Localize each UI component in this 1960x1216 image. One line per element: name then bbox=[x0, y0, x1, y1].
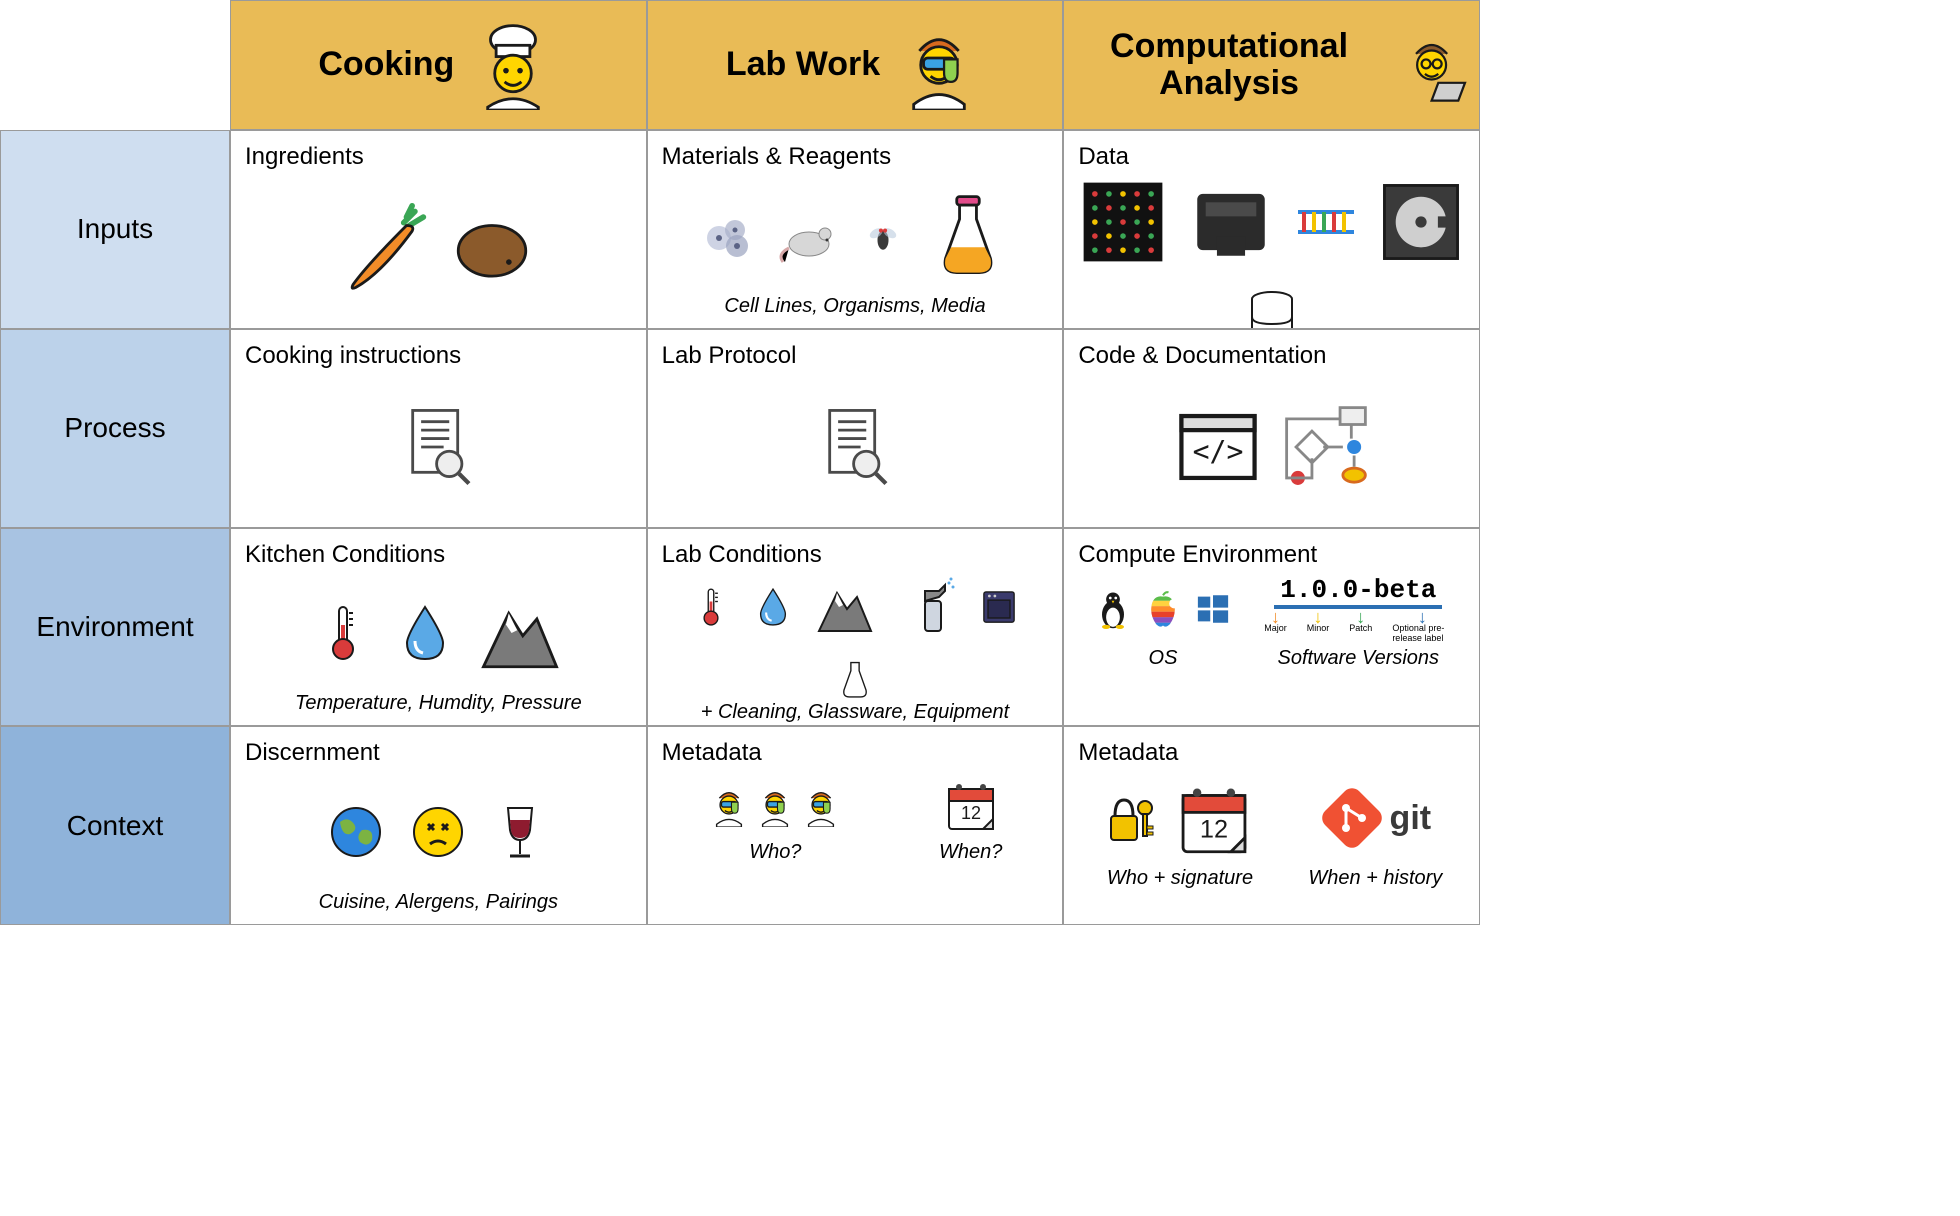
cell-inputs-cooking: Ingredients bbox=[230, 130, 647, 329]
dna-icon bbox=[1294, 190, 1358, 254]
mouse-icon bbox=[779, 204, 843, 268]
mountain-icon bbox=[475, 588, 565, 678]
analyst-icon bbox=[1396, 20, 1467, 110]
cell-title: Metadata bbox=[660, 735, 1051, 773]
col-header-label: Computational Analysis bbox=[1076, 28, 1381, 103]
cell-title: Compute Environment bbox=[1076, 537, 1467, 575]
semver-text: 1.0.0-beta bbox=[1274, 575, 1442, 609]
scientist-small-icon bbox=[707, 783, 751, 827]
code-window-icon bbox=[1173, 402, 1263, 492]
water-drop-icon bbox=[751, 585, 795, 629]
oven-icon bbox=[977, 585, 1021, 629]
cell-caption: Temperature, Humdity, Pressure bbox=[243, 692, 634, 717]
cell-caption: Cuisine, Alergens, Pairings bbox=[243, 891, 634, 916]
when-sublabel: When? bbox=[939, 841, 1002, 864]
globe-icon bbox=[324, 800, 388, 864]
cell-title: Ingredients bbox=[243, 139, 634, 177]
chef-icon bbox=[468, 20, 558, 110]
cell-process-compute: Code & Documentation bbox=[1063, 329, 1480, 528]
cell-context-labwork: Metadata Who? When? bbox=[647, 726, 1064, 925]
pipeline-diagram-icon bbox=[1281, 402, 1371, 492]
database-icon bbox=[1240, 285, 1304, 329]
semver-part-label: Major bbox=[1264, 623, 1287, 633]
apple-rainbow-icon bbox=[1141, 587, 1185, 631]
semver-block: 1.0.0-beta ↓Major ↓Minor ↓Patch ↓Optiona… bbox=[1264, 575, 1452, 644]
col-header-compute: Computational Analysis bbox=[1063, 0, 1480, 130]
cell-caption: Cell Lines, Organisms, Media bbox=[660, 295, 1051, 320]
disk-icon bbox=[1376, 177, 1466, 267]
cell-title: Metadata bbox=[1076, 735, 1467, 773]
document-search-icon bbox=[810, 402, 900, 492]
cell-context-cooking: Discernment Cuisine, Alergens, Pairings bbox=[230, 726, 647, 925]
who-sublabel: Who? bbox=[749, 841, 801, 864]
mountain-icon bbox=[813, 575, 877, 639]
cell-env-labwork: Lab Conditions + Cleaning, Glassware, Eq… bbox=[647, 528, 1064, 727]
cell-inputs-labwork: Materials & Reagents Cell Lines, Organis… bbox=[647, 130, 1064, 329]
cell-inputs-compute: Data bbox=[1063, 130, 1480, 329]
calendar-icon bbox=[939, 773, 1003, 837]
cells-icon bbox=[697, 204, 761, 268]
potato-icon bbox=[447, 203, 537, 293]
cell-title: Kitchen Conditions bbox=[243, 537, 634, 575]
spray-bottle-icon bbox=[895, 575, 959, 639]
cell-title: Cooking instructions bbox=[243, 338, 634, 376]
scientist-small-icon bbox=[753, 783, 797, 827]
scientist-icon bbox=[894, 20, 984, 110]
fly-icon bbox=[861, 214, 905, 258]
flask-empty-icon bbox=[833, 657, 877, 701]
col-header-label: Cooking bbox=[318, 46, 454, 83]
os-sublabel: OS bbox=[1149, 647, 1178, 670]
row-header-context: Context bbox=[0, 726, 230, 925]
semver-part-label: Minor bbox=[1307, 623, 1330, 633]
cell-process-cooking: Cooking instructions bbox=[230, 329, 647, 528]
wine-glass-icon bbox=[488, 800, 552, 864]
row-header-environment: Environment bbox=[0, 528, 230, 727]
corner-cell bbox=[0, 0, 230, 130]
row-label: Context bbox=[67, 810, 164, 842]
thermometer-icon bbox=[689, 585, 733, 629]
calendar-big-icon bbox=[1169, 773, 1259, 863]
carrot-icon bbox=[339, 203, 429, 293]
cell-title: Lab Protocol bbox=[660, 338, 1051, 376]
cell-env-compute: Compute Environment OS 1.0.0-beta ↓Major… bbox=[1063, 528, 1480, 727]
cell-process-labwork: Lab Protocol bbox=[647, 329, 1064, 528]
when-hist-sublabel: When + history bbox=[1308, 867, 1442, 890]
thermometer-icon bbox=[311, 601, 375, 665]
who-sig-sublabel: Who + signature bbox=[1107, 867, 1253, 890]
semver-part-label: Optional pre-release label bbox=[1392, 623, 1452, 643]
cell-context-compute: Metadata Who + signature git When + hist… bbox=[1063, 726, 1480, 925]
cell-title: Discernment bbox=[243, 735, 634, 773]
windows-icon bbox=[1191, 587, 1235, 631]
col-header-labwork: Lab Work bbox=[647, 0, 1064, 130]
sick-face-icon bbox=[406, 800, 470, 864]
penguin-icon bbox=[1091, 587, 1135, 631]
git-logo-icon bbox=[1320, 786, 1384, 850]
row-label: Process bbox=[64, 412, 165, 444]
sequencer-icon bbox=[1186, 177, 1276, 267]
comparison-table: Cooking Lab Work Computational Analysis … bbox=[0, 0, 1480, 925]
versions-sublabel: Software Versions bbox=[1278, 647, 1440, 670]
scientist-small-icon bbox=[799, 783, 843, 827]
col-header-cooking: Cooking bbox=[230, 0, 647, 130]
cell-title: Materials & Reagents bbox=[660, 139, 1051, 177]
cell-env-cooking: Kitchen Conditions Temperature, Humdity,… bbox=[230, 528, 647, 727]
row-label: Environment bbox=[36, 611, 193, 643]
cell-title: Data bbox=[1076, 139, 1467, 177]
cell-title: Lab Conditions bbox=[660, 537, 1051, 575]
col-header-label: Lab Work bbox=[726, 46, 880, 83]
semver-part-label: Patch bbox=[1349, 623, 1372, 633]
lock-key-icon bbox=[1101, 786, 1165, 850]
row-header-inputs: Inputs bbox=[0, 130, 230, 329]
cell-caption: + Cleaning, Glassware, Equipment bbox=[660, 701, 1051, 726]
row-label: Inputs bbox=[77, 213, 153, 245]
cell-title: Code & Documentation bbox=[1076, 338, 1467, 376]
microarray-icon bbox=[1078, 177, 1168, 267]
water-drop-icon bbox=[393, 601, 457, 665]
git-text: git bbox=[1390, 799, 1432, 838]
document-search-icon bbox=[393, 402, 483, 492]
row-header-process: Process bbox=[0, 329, 230, 528]
flask-reagent-icon bbox=[923, 191, 1013, 281]
